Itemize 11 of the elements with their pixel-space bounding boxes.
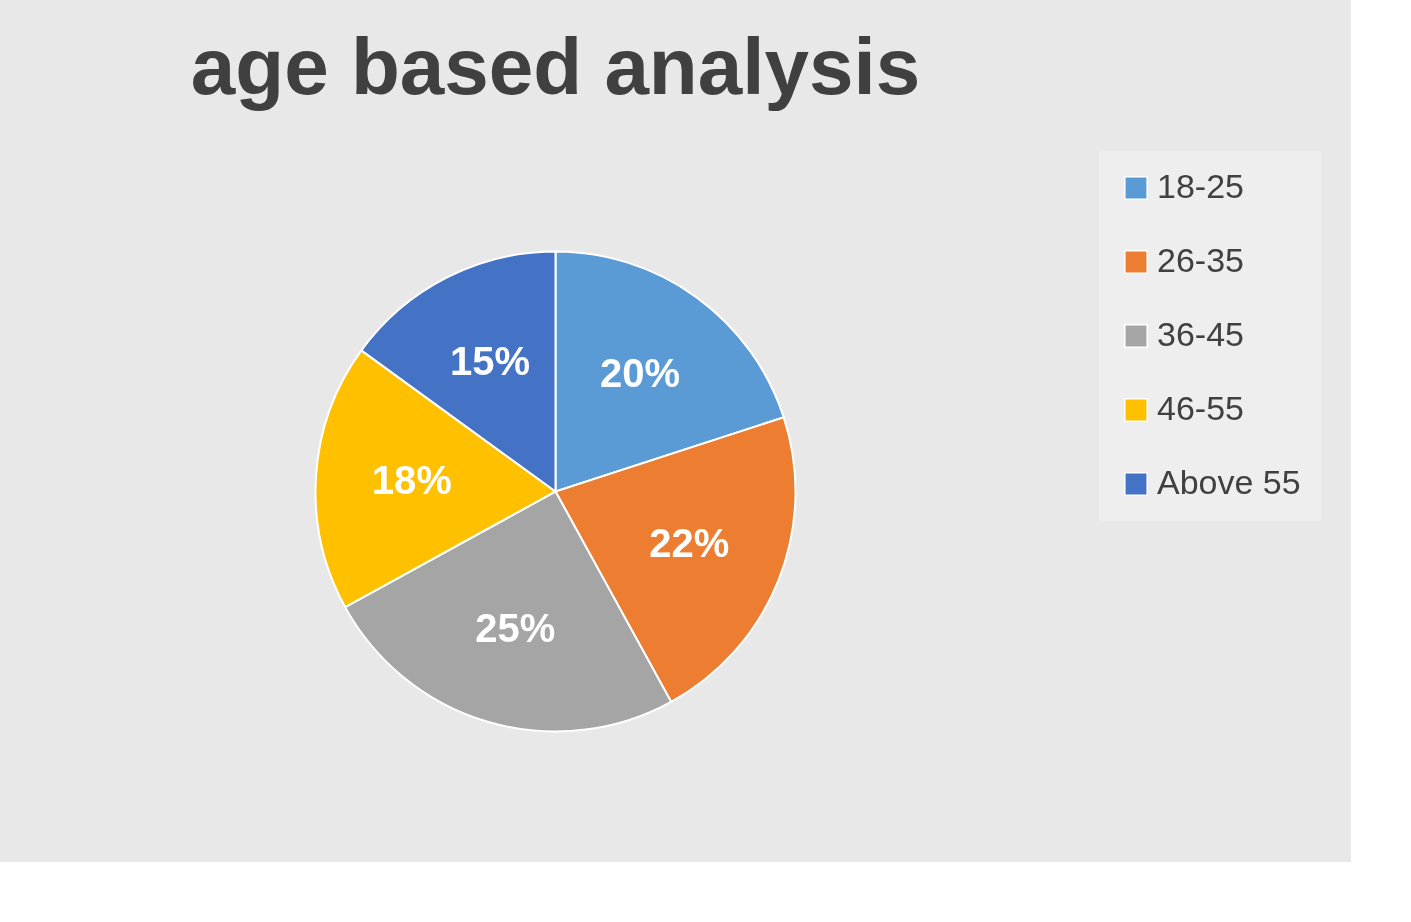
legend-label: 26-35 <box>1157 241 1244 279</box>
legend-label: Above 55 <box>1157 463 1301 501</box>
chart-title: age based analysis <box>190 22 921 111</box>
legend-label: 46-55 <box>1157 389 1244 427</box>
data-label: 18% <box>371 458 452 503</box>
data-label: 25% <box>475 605 556 650</box>
data-label: 20% <box>600 351 681 395</box>
legend-label: 36-45 <box>1157 315 1244 353</box>
data-label: 15% <box>450 339 531 384</box>
data-label: 22% <box>649 520 730 565</box>
legend-label: 18-25 <box>1157 167 1244 205</box>
